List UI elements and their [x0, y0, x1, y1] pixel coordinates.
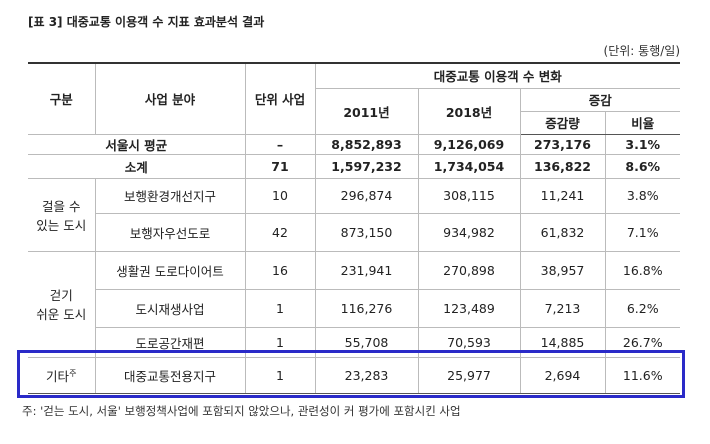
- value-cell: 1: [244, 288, 316, 328]
- row-label: 서울시 평균: [28, 133, 246, 155]
- row-label: 소계: [28, 153, 246, 179]
- value-cell: 136,822: [519, 153, 606, 179]
- value-cell: 16: [244, 250, 316, 290]
- header-cell: 구분: [28, 62, 96, 135]
- value-cell: 273,176: [519, 133, 606, 155]
- value-cell: 42: [244, 212, 316, 252]
- unit-label: (단위: 통행/일): [603, 44, 680, 58]
- value-cell: 270,898: [417, 250, 521, 290]
- header-cell: 증감량: [520, 110, 606, 135]
- group-label-line: 기타: [46, 368, 70, 384]
- group-label-line: 걸을 수: [42, 198, 81, 214]
- table-row: 구분 사업 분야 단위 사업 대중교통 이용객 수 변화: [28, 62, 680, 135]
- value-cell: 11,241: [519, 177, 606, 214]
- header-cell: 증감: [519, 87, 680, 112]
- group-label: 기타주: [28, 356, 96, 394]
- value-cell: 6.2%: [604, 288, 680, 328]
- field-name: 대중교통전용지구: [94, 356, 246, 394]
- header-cell: 비율: [604, 110, 680, 135]
- header-cell: 2011년: [315, 87, 419, 135]
- field-name: 보행자우선도로: [95, 212, 246, 252]
- table-row: 걷기 쉬운 도시 생활권 도로다이어트 16 231,941 270,898 38,957 1…: [28, 250, 680, 358]
- header-cell: 2018년: [417, 87, 521, 135]
- value-cell: 7,213: [519, 288, 606, 328]
- field-name: 보행환경개선지구: [94, 177, 246, 214]
- field-name: 도시재생사업: [95, 288, 246, 328]
- value-cell: 11.6%: [604, 356, 680, 394]
- value-cell: 3.8%: [604, 177, 680, 214]
- highlight-box: [17, 350, 685, 398]
- value-cell: 123,489: [417, 288, 521, 328]
- value-cell: 61,832: [519, 212, 606, 252]
- table-row: 증감량 비율: [28, 110, 680, 135]
- table-row: 보행자우선도로 42 873,150 934,982 61,832 7.1%: [28, 212, 680, 252]
- table-row: 걸을 수 있는 도시 보행환경개선지구 10 296,874 308,115 11,241 3…: [28, 177, 680, 252]
- value-cell: –: [244, 133, 316, 155]
- table-row: 도시재생사업 1 116,276 123,489 7,213 6.2%: [28, 288, 680, 328]
- value-cell: 10: [244, 177, 316, 214]
- data-table: 구분 사업 분야 단위 사업 대중교통 이용객 수 변화 2011년 2018년 증감 증감량…: [28, 62, 680, 394]
- footnote: 주: '걷는 도시, 서울' 보행정책사업에 포함되지 않았으나, 관련성이 커…: [22, 404, 461, 418]
- header-cell: 단위 사업: [244, 62, 316, 135]
- value-cell: 873,150: [314, 212, 419, 252]
- value-cell: 1: [244, 356, 316, 394]
- value-cell: 1,734,054: [417, 153, 521, 179]
- value-cell: 8,852,893: [314, 133, 419, 155]
- value-cell: 3.1%: [604, 133, 680, 155]
- value-cell: 7.1%: [604, 212, 680, 252]
- value-cell: 308,115: [417, 177, 521, 214]
- table-row: 소계 71 1,597,232 1,734,054 136,822 8.6%: [28, 153, 680, 179]
- value-cell: 16.8%: [604, 250, 680, 290]
- value-cell: 2,694: [519, 356, 606, 394]
- value-cell: 9,126,069: [417, 133, 521, 155]
- value-cell: 23,283: [314, 356, 419, 394]
- table-title: [표 3] 대중교통 이용객 수 지표 효과분석 결과: [28, 15, 265, 29]
- table-row: 기타주 대중교통전용지구 1 23,283 25,977 2,694 11.6%: [28, 356, 680, 394]
- group-label-line: 있는 도시: [36, 217, 87, 233]
- value-cell: 296,874: [314, 177, 419, 214]
- value-cell: 1,597,232: [314, 153, 419, 179]
- note-mark: 주: [69, 368, 77, 378]
- value-cell: 25,977: [417, 356, 521, 394]
- table-row: 서울시 평균 –8,852,893 9,126,069 273,176 3.1%: [28, 133, 680, 155]
- field-name: 생활권 도로다이어트: [94, 250, 246, 290]
- header-cell: 대중교통 이용객 수 변화: [314, 62, 680, 89]
- value-cell: 8.6%: [604, 153, 680, 179]
- group-label-line: 쉬운 도시: [36, 307, 87, 322]
- value-cell: 71: [244, 153, 316, 179]
- group-label-line: 걷기: [49, 288, 73, 303]
- header-cell: 사업 분야: [94, 62, 246, 135]
- value-cell: 116,276: [314, 288, 419, 328]
- value-cell: 934,982: [417, 212, 521, 252]
- value-cell: 231,941: [314, 250, 419, 290]
- value-cell: 38,957: [519, 250, 606, 290]
